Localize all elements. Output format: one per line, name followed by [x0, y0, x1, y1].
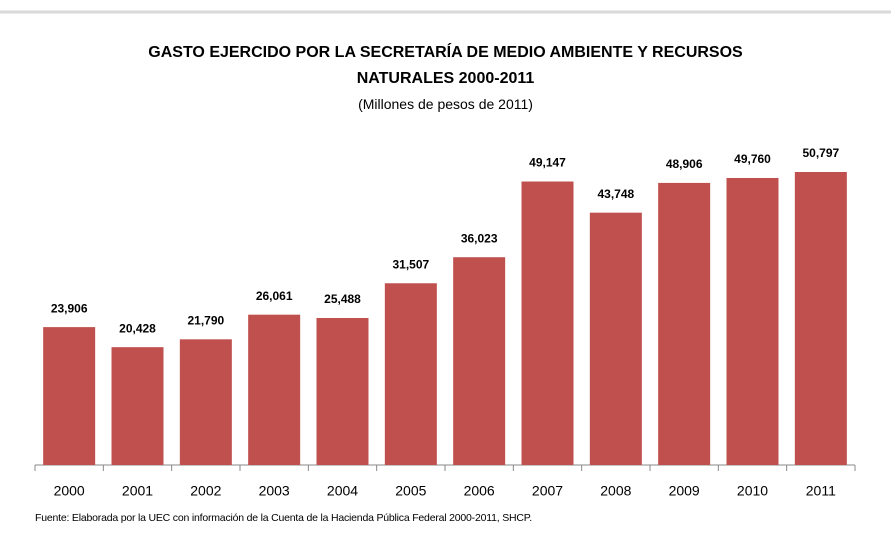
x-tick-label: 2010: [737, 483, 768, 499]
value-label: 25,488: [324, 292, 361, 306]
bar: [658, 182, 711, 465]
bar: [726, 177, 779, 465]
value-label: 43,748: [597, 187, 634, 201]
bar: [111, 347, 164, 465]
value-label: 26,061: [256, 289, 293, 303]
bar: [794, 172, 847, 465]
x-tick-label: 2011: [806, 483, 836, 499]
bar: [179, 339, 232, 465]
chart-title: GASTO EJERCIDO POR LA SECRETARÍA DE MEDI…: [148, 44, 743, 87]
bar: [248, 314, 301, 465]
x-tick-label: 2005: [395, 483, 426, 499]
x-tick-label: 2001: [122, 483, 153, 499]
chart-subtitle: (Millones de pesos de 2011): [358, 96, 533, 112]
value-label: 49,760: [734, 152, 771, 166]
bar: [316, 317, 369, 465]
source-note: Fuente: Elaborada por la UEC con informa…: [35, 512, 532, 524]
x-tick-label: 2006: [464, 483, 495, 499]
bar: [521, 181, 574, 466]
bar: [384, 283, 437, 465]
value-label: 23,906: [51, 301, 88, 315]
x-tick-label: 2007: [532, 483, 563, 499]
bar: [43, 327, 96, 465]
x-tick-label: 2008: [600, 483, 631, 499]
bar: [453, 257, 506, 465]
x-tick-label: 2003: [259, 483, 290, 499]
x-tick-label: 2009: [669, 483, 700, 499]
x-tick-label: 2000: [54, 483, 85, 499]
x-tick-label: 2002: [190, 483, 221, 499]
value-label: 31,507: [392, 257, 429, 271]
value-label: 49,147: [529, 156, 566, 170]
value-label: 20,428: [119, 321, 156, 335]
value-label: 48,906: [666, 157, 703, 171]
value-label: 21,790: [187, 313, 224, 327]
bar: [589, 212, 642, 465]
x-tick-label: 2004: [327, 483, 358, 499]
value-label: 50,797: [802, 146, 839, 160]
value-label: 36,023: [461, 231, 498, 245]
